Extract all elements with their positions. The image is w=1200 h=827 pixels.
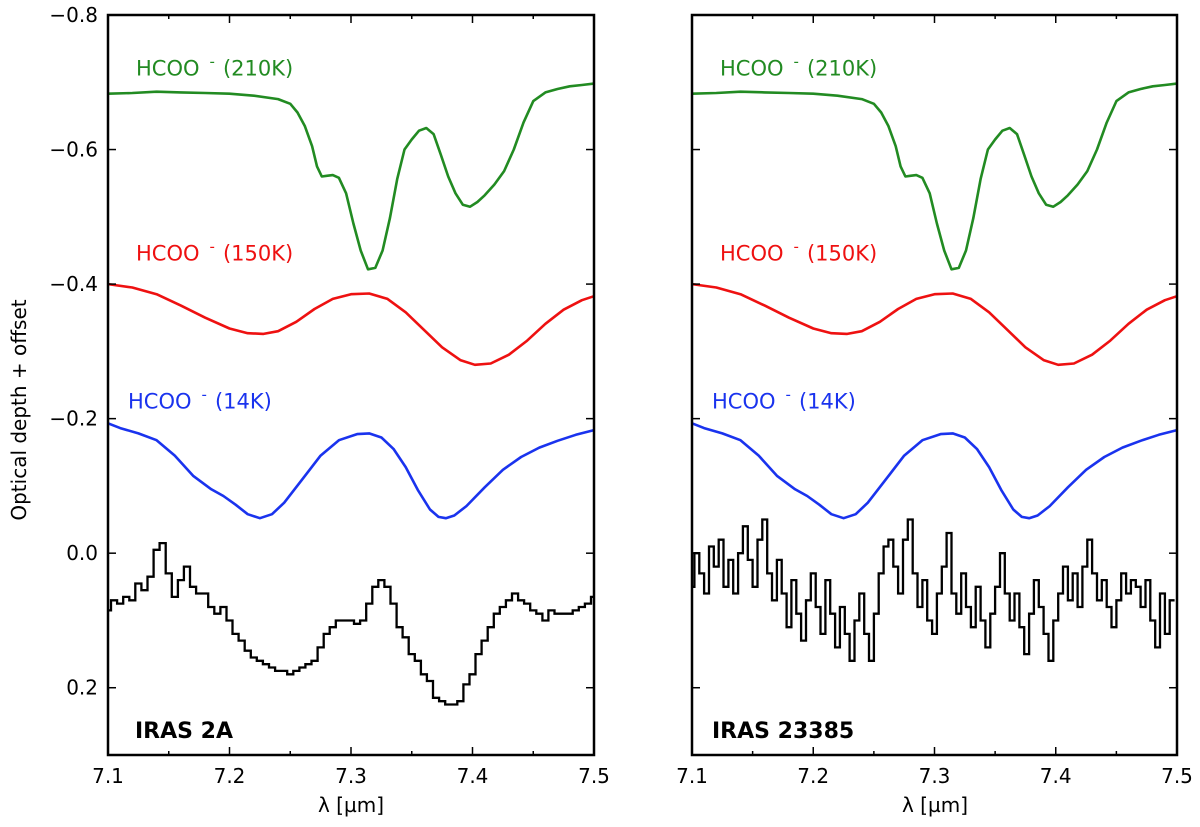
x-tick-label: 7.3: [335, 764, 367, 788]
label-layer: HCOO - (210K)HCOO - (150K)HCOO - (14K): [712, 53, 877, 414]
x-tick-label: 7.5: [1161, 764, 1193, 788]
x-axis-label: λ [µm]: [318, 793, 384, 817]
panel-title: IRAS 2A: [135, 719, 233, 744]
x-ticks: [691, 15, 1178, 755]
x-tick-label: 7.4: [457, 764, 489, 788]
x-tick-labels: 7.1 7.2 7.3 7.4 7.5: [676, 764, 1193, 788]
label-layer: HCOO - (210K)HCOO - (150K)HCOO - (14K): [128, 53, 293, 414]
series-label-temperature: (14K): [215, 390, 272, 414]
y-tick-label: −0.2: [49, 407, 98, 431]
series-label-temperature: (210K): [223, 57, 293, 81]
model-layer: [107, 82, 595, 520]
series-label: HCOO - (14K): [128, 386, 272, 414]
series-label-temperature: (150K): [223, 242, 293, 266]
panel-iras-2a: HCOO - (210K)HCOO - (150K)HCOO - (14K) IRAS 2A…: [49, 3, 609, 817]
series-label: HCOO - (14K): [712, 386, 856, 414]
plot-area: HCOO - (210K)HCOO - (150K)HCOO - (14K) IRAS 23…: [690, 13, 1179, 757]
y-tick-label: 0.0: [66, 541, 98, 565]
series-label-species: HCOO: [720, 57, 784, 81]
y-tick-label: 0.2: [66, 676, 98, 700]
series-label-species: HCOO: [128, 390, 192, 414]
y-tick-label: −0.6: [49, 138, 98, 162]
series-line-14k: [107, 422, 595, 520]
observed-spectrum-line: [108, 541, 594, 706]
x-tick-label: 7.5: [578, 764, 610, 788]
series-line-150k: [107, 282, 595, 367]
x-tick-label: 7.4: [1040, 764, 1072, 788]
series-label: HCOO - (210K): [720, 53, 877, 81]
x-tick-labels: 7.1 7.2 7.3 7.4 7.5: [92, 764, 610, 788]
series-label-temperature: (150K): [807, 242, 877, 266]
x-axis-label: λ [µm]: [902, 793, 968, 817]
series-label: HCOO - (150K): [136, 238, 293, 266]
x-tick-label: 7.1: [676, 764, 708, 788]
observed-layer: [692, 518, 1175, 662]
panel-title: IRAS 23385: [712, 719, 854, 744]
observed-layer: [108, 541, 594, 706]
series-label-charge: -: [794, 53, 799, 71]
y-tick-label: −0.8: [49, 3, 98, 27]
series-line-150k: [691, 282, 1178, 367]
series-label-charge: -: [210, 238, 215, 256]
series-line-14k: [691, 422, 1178, 520]
series-label-temperature: (210K): [807, 57, 877, 81]
x-tick-label: 7.3: [919, 764, 951, 788]
series-label-charge: -: [794, 238, 799, 256]
series-label-species: HCOO: [720, 242, 784, 266]
series-label-species: HCOO: [136, 57, 200, 81]
series-line-210k: [107, 82, 595, 271]
x-tick-label: 7.2: [214, 764, 246, 788]
y-axis-label: Optical depth + offset: [7, 299, 31, 520]
series-label-charge: -: [210, 53, 215, 71]
series-label-species: HCOO: [712, 390, 776, 414]
model-layer: [691, 82, 1178, 520]
series-label: HCOO - (210K): [136, 53, 293, 81]
series-label-species: HCOO: [136, 242, 200, 266]
series-label: HCOO - (150K): [720, 238, 877, 266]
y-ticks: [692, 14, 1177, 689]
series-line-210k: [691, 82, 1178, 271]
x-ticks: [107, 15, 595, 755]
x-tick-label: 7.2: [797, 764, 829, 788]
plot-area: HCOO - (210K)HCOO - (150K)HCOO - (14K) IRAS 2A: [106, 13, 596, 757]
panel-iras-23385: HCOO - (210K)HCOO - (150K)HCOO - (14K) IRAS 23…: [676, 13, 1193, 817]
observed-spectrum-line: [692, 518, 1175, 662]
series-label-charge: -: [202, 386, 207, 404]
series-label-temperature: (14K): [799, 390, 856, 414]
y-tick-labels: −0.8 −0.6 −0.4 −0.2 0.0 0.2: [49, 3, 98, 700]
series-label-charge: -: [786, 386, 791, 404]
y-ticks: [108, 14, 594, 689]
y-tick-label: −0.4: [49, 272, 98, 296]
x-tick-label: 7.1: [92, 764, 124, 788]
